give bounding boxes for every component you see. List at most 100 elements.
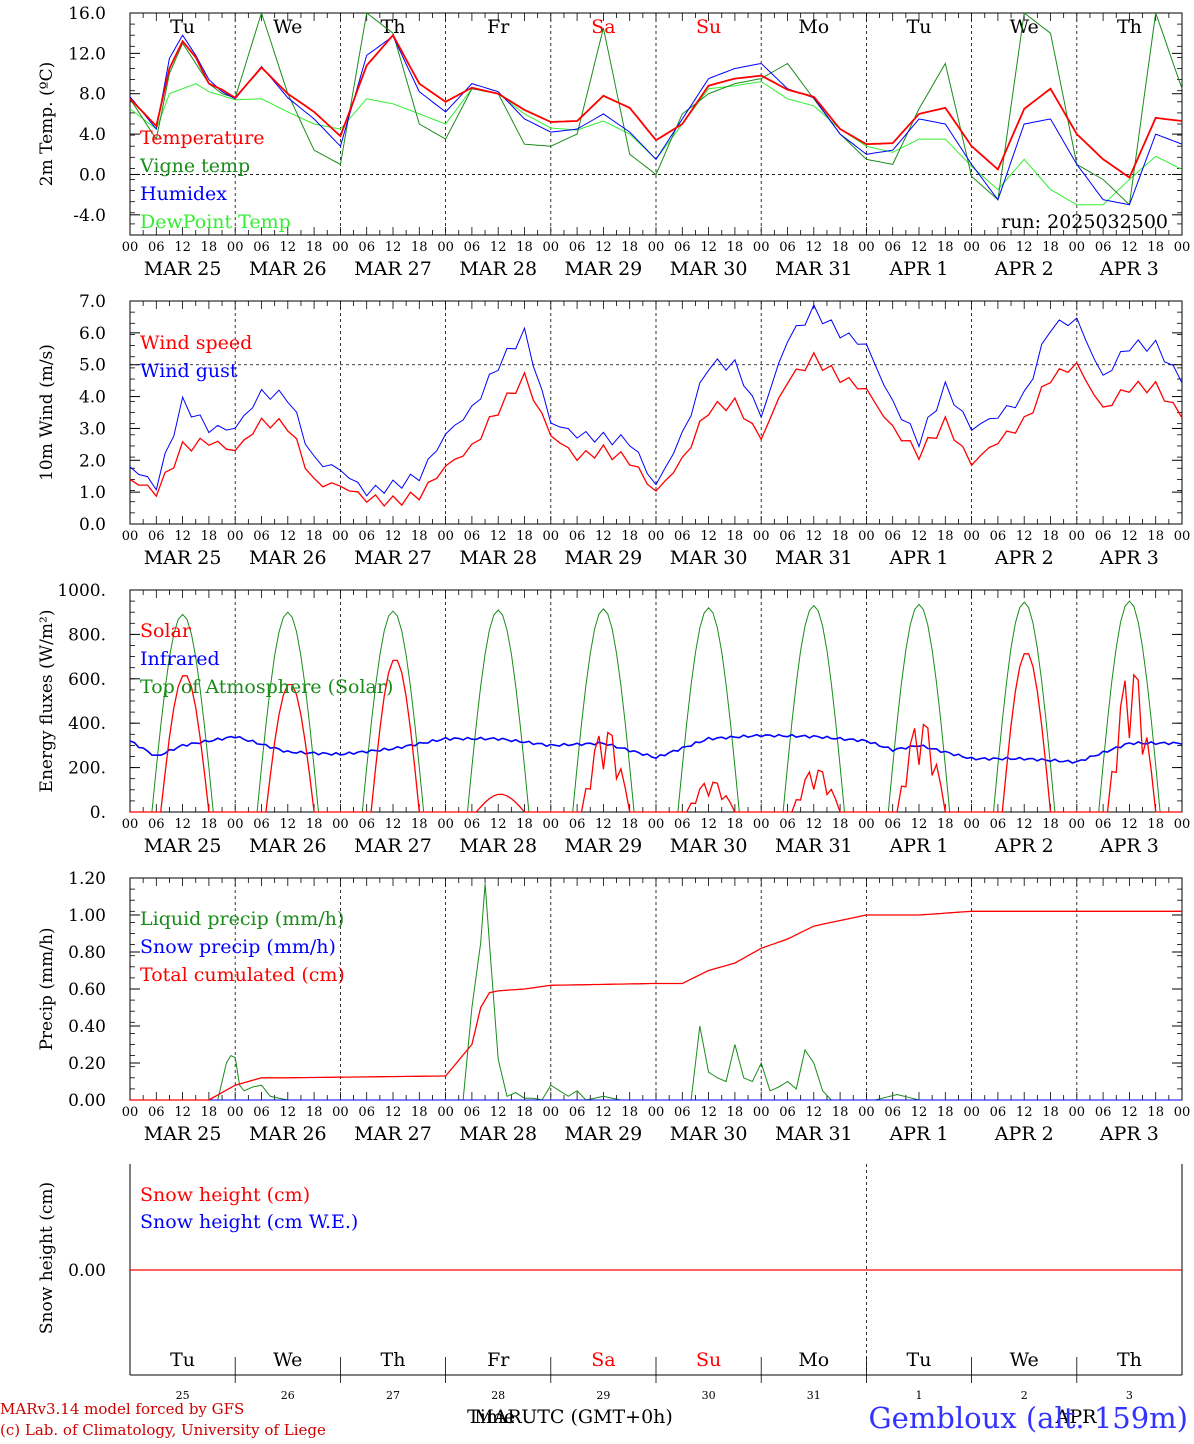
date-label: MAR 30 <box>670 547 748 569</box>
hour-tick-label: 00 <box>227 1105 244 1120</box>
hour-tick-label: 12 <box>595 240 612 255</box>
hour-tick-label: 06 <box>358 1105 375 1120</box>
hour-tick-label: 06 <box>569 817 586 832</box>
y-axis-label: 10m Wind (m/s) <box>37 344 57 481</box>
date-label: APR 3 <box>1099 835 1159 857</box>
hour-tick-label: 12 <box>1121 529 1138 544</box>
hour-tick-label: 12 <box>806 529 823 544</box>
hour-tick-label: 18 <box>832 1105 849 1120</box>
hour-tick-label: 00 <box>437 1105 454 1120</box>
date-label: MAR 25 <box>144 1123 222 1145</box>
hour-tick-label: 12 <box>174 817 191 832</box>
hour-tick-label: 18 <box>621 1105 638 1120</box>
hour-tick-label: 00 <box>753 529 770 544</box>
hour-tick-label: 06 <box>884 1105 901 1120</box>
legend-entry: Snow height (cm) <box>140 1184 310 1206</box>
date-label: MAR 28 <box>459 258 537 280</box>
hour-tick-label: 00 <box>753 817 770 832</box>
weekday-label: Mo <box>798 16 829 38</box>
hour-tick-label: 18 <box>306 1105 323 1120</box>
legend-entry: Infrared <box>140 648 220 670</box>
hour-tick-label: 18 <box>516 529 533 544</box>
series-line-humidex <box>129 34 1183 206</box>
hour-tick-label: 00 <box>122 529 139 544</box>
legend-entry: Total cumulated (cm) <box>140 964 345 986</box>
hour-tick-label: 18 <box>937 817 954 832</box>
hour-tick-label: 00 <box>753 1105 770 1120</box>
hour-tick-label: 18 <box>621 529 638 544</box>
hour-tick-label: 12 <box>806 817 823 832</box>
date-label: APR 3 <box>1099 1123 1159 1145</box>
weekday-label: Fr <box>487 16 510 38</box>
date-label: APR 3 <box>1099 258 1159 280</box>
hour-tick-label: 00 <box>1069 817 1086 832</box>
hour-tick-label: 12 <box>280 817 297 832</box>
hour-tick-label: 00 <box>1174 817 1191 832</box>
hour-tick-label: 12 <box>700 817 717 832</box>
hour-tick-label: 12 <box>1016 240 1033 255</box>
hour-tick-label: 06 <box>990 529 1007 544</box>
date-label: APR 2 <box>994 1123 1054 1145</box>
hour-tick-label: 06 <box>1095 529 1112 544</box>
hour-tick-label: 06 <box>253 817 270 832</box>
month-overlay-label: MAR <box>474 1406 522 1428</box>
hour-tick-label: 00 <box>1069 240 1086 255</box>
hour-tick-label: 06 <box>1095 1105 1112 1120</box>
hour-tick-label: 06 <box>464 529 481 544</box>
date-label: MAR 26 <box>249 1123 327 1145</box>
y-tick-label: 0.40 <box>68 1017 106 1037</box>
hour-tick-label: 18 <box>306 817 323 832</box>
y-tick-label: 1000. <box>57 581 106 601</box>
hour-tick-label: 18 <box>411 240 428 255</box>
y-tick-label: -4.0 <box>73 206 106 226</box>
date-label: MAR 31 <box>775 258 853 280</box>
hour-tick-label: 06 <box>569 529 586 544</box>
date-label: MAR 30 <box>670 258 748 280</box>
date-label: MAR 31 <box>775 1123 853 1145</box>
hour-tick-label: 12 <box>595 1105 612 1120</box>
hour-tick-label: 06 <box>358 529 375 544</box>
hour-tick-label: 18 <box>1042 240 1059 255</box>
day-number-label: 27 <box>386 1389 400 1402</box>
hour-tick-label: 18 <box>832 240 849 255</box>
y-tick-label: 1.00 <box>68 906 106 926</box>
hour-tick-label: 12 <box>385 529 402 544</box>
y-tick-label: 8.0 <box>79 85 106 105</box>
date-label: APR 2 <box>994 835 1054 857</box>
date-label: APR 3 <box>1099 547 1159 569</box>
hour-tick-label: 00 <box>543 240 560 255</box>
hour-tick-label: 00 <box>1174 1105 1191 1120</box>
weekday-label: Tu <box>170 1349 195 1371</box>
legend-entry: Humidex <box>140 183 227 205</box>
legend-entry: Vigne temp <box>139 155 250 177</box>
month-overlay-label: APR <box>1055 1406 1098 1428</box>
y-tick-label: 7.0 <box>79 292 106 312</box>
series-line-wind-gust <box>129 303 1183 497</box>
date-label: MAR 28 <box>459 1123 537 1145</box>
hour-tick-label: 12 <box>911 240 928 255</box>
date-label: MAR 25 <box>144 547 222 569</box>
y-axis-label: 2m Temp. (ºC) <box>37 62 57 187</box>
hour-tick-label: 18 <box>1042 817 1059 832</box>
day-number-label: 2 <box>1021 1389 1028 1402</box>
hour-tick-label: 12 <box>1016 1105 1033 1120</box>
hour-tick-label: 18 <box>727 1105 744 1120</box>
hour-tick-label: 06 <box>253 529 270 544</box>
y-tick-label: 0.00 <box>68 1261 106 1281</box>
panel-temp <box>129 12 1183 236</box>
hour-tick-label: 06 <box>884 817 901 832</box>
y-tick-label: 0.0 <box>79 515 106 535</box>
hour-tick-label: 12 <box>1121 240 1138 255</box>
day-number-label: 26 <box>281 1389 295 1402</box>
hour-tick-label: 18 <box>516 817 533 832</box>
hour-tick-label: 00 <box>543 529 560 544</box>
weekday-label: Tu <box>907 1349 932 1371</box>
date-label: APR 1 <box>889 835 949 857</box>
date-label: MAR 29 <box>565 1123 643 1145</box>
weekday-label: Th <box>1117 1349 1142 1371</box>
hour-tick-label: 00 <box>648 817 665 832</box>
legend-entry: Wind gust <box>140 360 238 382</box>
hour-tick-label: 12 <box>911 1105 928 1120</box>
hour-tick-label: 06 <box>779 240 796 255</box>
footer-model: MARv3.14 model forced by GFS <box>0 1400 244 1418</box>
